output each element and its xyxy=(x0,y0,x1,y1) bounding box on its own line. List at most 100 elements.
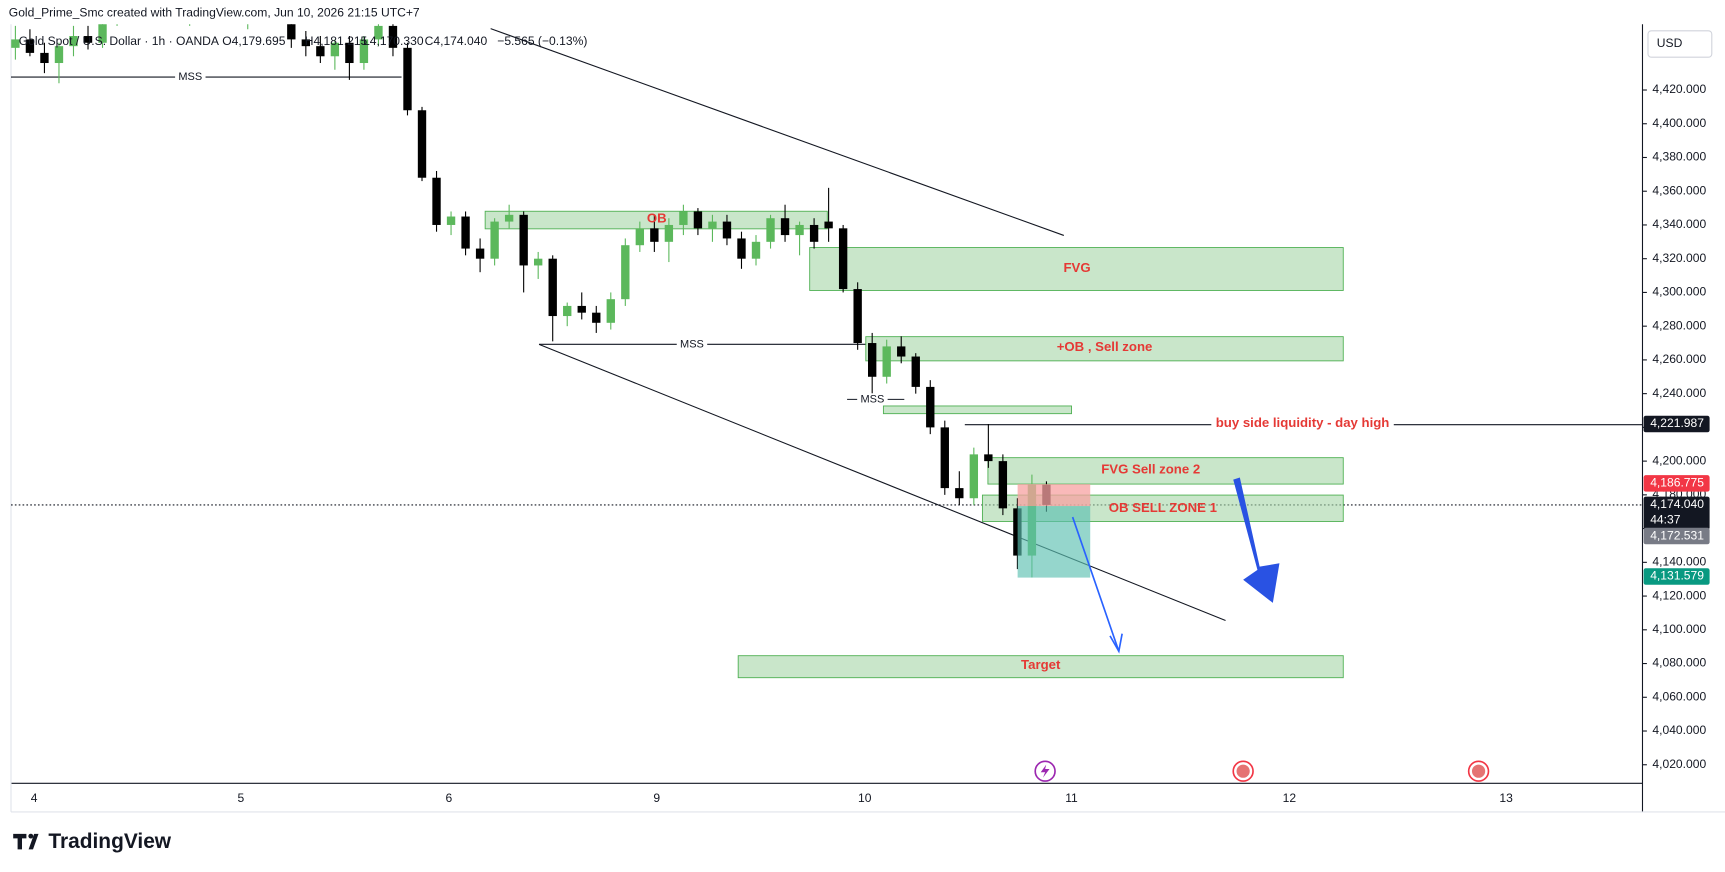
candle-body xyxy=(664,224,674,242)
x-tick-label: 12 xyxy=(1283,791,1297,805)
y-tick-label: 4,100.000 xyxy=(1652,622,1706,636)
zone-label: FVG Sell zone 2 xyxy=(1101,461,1200,476)
stop-zone xyxy=(1017,484,1091,507)
price-marker-label: 4,174.040 xyxy=(1650,497,1704,511)
candle-body xyxy=(83,36,93,43)
liquidity-label: buy side liquidity - day high xyxy=(1216,415,1390,430)
price-marker xyxy=(1643,415,1710,433)
event-icon[interactable] xyxy=(1467,760,1490,782)
candle-body xyxy=(606,299,615,323)
zone xyxy=(809,247,1344,291)
candle-body xyxy=(330,42,340,57)
candle-body xyxy=(897,346,906,357)
profit-zone xyxy=(1017,506,1091,578)
label-bg xyxy=(676,338,708,351)
candle-body xyxy=(882,346,891,377)
candle-body xyxy=(417,110,427,178)
candle-body xyxy=(984,454,993,462)
countdown: 44:37 xyxy=(1650,513,1681,527)
candle-body xyxy=(621,245,630,300)
credit: Gold_Prime_Smc created with TradingView.… xyxy=(9,5,420,19)
candle-body xyxy=(11,39,20,48)
trend-line xyxy=(490,28,1065,236)
candle-body xyxy=(301,39,311,47)
price-marker-label: 4,172.531 xyxy=(1650,528,1704,542)
zone xyxy=(737,655,1344,679)
candles xyxy=(11,24,1051,578)
y-tick-label: 4,120.000 xyxy=(1652,588,1706,602)
candle-body xyxy=(780,218,790,236)
mss-label: MSS xyxy=(680,338,704,350)
candle-body xyxy=(1013,508,1022,556)
candle-body xyxy=(534,258,543,266)
candle-body xyxy=(577,305,586,313)
open: O4,179.695 xyxy=(222,34,285,48)
price-marker-label: 4,221.987 xyxy=(1650,416,1704,430)
candle-body xyxy=(548,258,557,317)
candle-body xyxy=(708,221,717,229)
y-tick-label: 4,200.000 xyxy=(1652,453,1706,467)
y-tick-label: 4,400.000 xyxy=(1652,116,1706,130)
candle-body xyxy=(809,224,819,242)
x-tick-label: 11 xyxy=(1065,791,1078,805)
price-marker-label: 4,131.579 xyxy=(1650,569,1704,583)
logo[interactable]: TradingView xyxy=(13,830,172,853)
change: −5.565 (−0.13%) xyxy=(497,34,587,48)
trend-line xyxy=(538,343,1226,622)
candle-body xyxy=(374,25,383,40)
zone-label: FVG xyxy=(1063,260,1090,275)
x-tick-label: 10 xyxy=(858,791,872,805)
candle-body xyxy=(504,214,514,222)
y-tick-label: 4,020.000 xyxy=(1652,757,1706,771)
y-tick-label: 4,260.000 xyxy=(1652,352,1706,366)
y-tick-label: 4,140.000 xyxy=(1652,555,1706,569)
close: C4,174.040 xyxy=(425,34,488,48)
logo-text: TradingView xyxy=(48,830,171,853)
candle-body xyxy=(287,24,296,40)
mss-label: MSS xyxy=(178,71,202,83)
candle-body xyxy=(650,228,659,242)
candle-body xyxy=(693,211,703,229)
y-tick-label: 4,380.000 xyxy=(1652,150,1706,164)
currency: USD xyxy=(1657,36,1683,50)
candle-body xyxy=(432,177,441,225)
price-marker-label: 4,186.775 xyxy=(1650,476,1704,490)
zone-label: OB xyxy=(647,210,667,225)
candle-body xyxy=(737,238,746,259)
price-marker xyxy=(1643,475,1710,492)
currency-box[interactable] xyxy=(1647,30,1713,58)
candle-body xyxy=(359,39,369,64)
candle-body xyxy=(54,46,64,64)
label-bg xyxy=(1211,415,1394,431)
price-marker xyxy=(1643,568,1710,585)
event-icon[interactable] xyxy=(1232,760,1254,782)
candle-body xyxy=(969,454,979,499)
y-tick-label: 4,340.000 xyxy=(1652,217,1706,231)
x-tick-label: 6 xyxy=(445,791,452,805)
arrow xyxy=(1071,516,1120,652)
y-tick-label: 4,320.000 xyxy=(1652,251,1706,265)
price-marker xyxy=(1643,496,1710,530)
high: H4,181.215 xyxy=(305,34,368,48)
mss-label: MSS xyxy=(860,393,884,405)
y-tick-label: 4,300.000 xyxy=(1652,285,1706,299)
x-tick-label: 9 xyxy=(653,791,660,805)
y-tick-label: 4,420.000 xyxy=(1652,82,1706,96)
candle-body xyxy=(955,488,964,499)
candle-body xyxy=(853,289,862,344)
big-arrow xyxy=(1233,477,1280,603)
zone-label: +OB , Sell zone xyxy=(1057,339,1153,354)
zone xyxy=(865,336,1344,362)
candle-body xyxy=(824,221,833,229)
candle-body xyxy=(98,24,107,43)
low: L4,170.330 xyxy=(363,34,424,48)
candle-body xyxy=(766,218,775,242)
x-tick-label: 13 xyxy=(1499,791,1513,805)
candle-body xyxy=(722,221,732,239)
zone xyxy=(882,405,1072,415)
event-icon[interactable] xyxy=(1034,760,1056,782)
legend: Gold Spot / U.S. Dollar · 1h · OANDA O4,… xyxy=(19,34,588,48)
candle-body xyxy=(461,216,470,249)
